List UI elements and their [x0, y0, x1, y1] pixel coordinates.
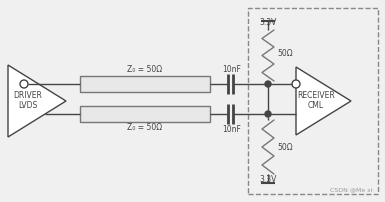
Circle shape — [265, 81, 271, 87]
Polygon shape — [8, 65, 66, 137]
Text: CML: CML — [308, 101, 324, 110]
Bar — [248, 8, 378, 194]
Text: DRIVER: DRIVER — [13, 92, 42, 101]
Text: 3.3V: 3.3V — [259, 175, 277, 184]
Text: 10nF: 10nF — [222, 64, 241, 74]
Text: 50Ω: 50Ω — [277, 142, 293, 152]
Text: Z₀ = 50Ω: Z₀ = 50Ω — [127, 65, 162, 75]
Circle shape — [292, 80, 300, 88]
Polygon shape — [296, 67, 351, 135]
Text: Z₀ = 50Ω: Z₀ = 50Ω — [127, 123, 162, 133]
Circle shape — [265, 111, 271, 117]
Text: 10nF: 10nF — [222, 124, 241, 134]
Circle shape — [20, 80, 28, 88]
Bar — [80, 106, 210, 122]
Text: RECEIVER: RECEIVER — [297, 92, 335, 101]
Text: CSDN @Me sl·: CSDN @Me sl· — [330, 187, 374, 192]
Bar — [80, 76, 210, 92]
Text: LVDS: LVDS — [18, 101, 38, 110]
Text: 3.3V: 3.3V — [259, 18, 277, 27]
Text: 50Ω: 50Ω — [277, 49, 293, 59]
